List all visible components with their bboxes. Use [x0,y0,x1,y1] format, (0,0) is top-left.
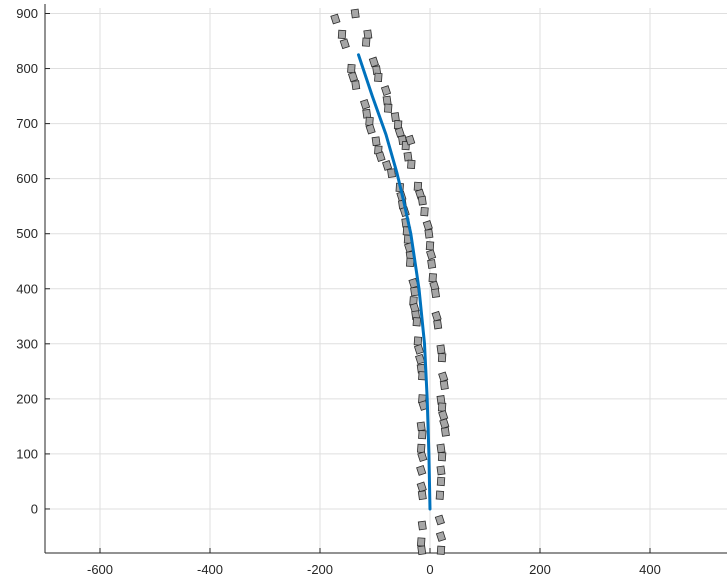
y-tick-label: 100 [16,446,38,461]
y-tick-label: 400 [16,281,38,296]
y-tick-label: 700 [16,116,38,131]
obstacle-box [384,103,393,113]
obstacle-box [405,134,416,146]
x-tick-label: -600 [87,562,113,577]
obstacle-box [417,545,427,556]
obstacle-box [417,443,426,454]
obstacle-box [347,71,359,83]
obstacle-box [417,451,428,463]
obstacle-box [351,80,361,90]
obstacle-box [416,421,426,432]
obstacle-box [436,443,446,454]
y-tick-label: 300 [16,336,38,351]
obstacle-box [360,98,371,110]
y-tick-label: 600 [16,171,38,186]
obstacle-box [439,380,449,390]
x-tick-label: 0 [426,562,433,577]
obstacle-box [437,352,447,363]
obstacle-box [436,465,446,476]
obstacle-box [363,29,373,40]
obstacle-box [417,537,426,547]
obstacle-box [416,465,427,476]
obstacle-box [436,545,446,555]
y-tick-label: 0 [31,501,38,516]
obstacle-box [431,310,442,322]
obstacle-box [368,56,379,68]
y-tick-label: 800 [16,61,38,76]
obstacle-box [420,207,429,217]
obstacle-box [371,136,381,147]
obstacle-box [424,228,434,239]
grid [45,8,727,553]
obstacle-box [439,418,450,430]
obstacle-box [350,8,360,19]
obstacle-box [437,402,447,412]
obstacle-box [426,249,437,261]
obstacle-box [416,481,427,493]
y-tick-label: 500 [16,226,38,241]
obstacle-box [347,63,356,74]
obstacle-box [418,429,427,440]
obstacle-box [425,241,435,251]
obstacle-box [415,353,426,365]
obstacle-box [434,514,445,526]
obstacle-box [413,343,425,355]
obstacle-box [375,151,386,163]
y-tick-label: 900 [16,6,38,21]
obstacle-box [413,336,423,346]
obstacle-box [406,257,415,267]
y-tick-label: 200 [16,391,38,406]
obstacle-box [427,259,437,269]
x-tick-label: -400 [197,562,223,577]
obstacle-box [417,195,427,206]
trajectory [357,53,432,511]
obstacle-box [422,220,433,231]
obstacle-box [412,317,421,327]
x-tick-label: 200 [529,562,551,577]
obstacle-box [438,371,449,383]
obstacle-box [382,95,392,106]
obstacle-box [435,490,445,500]
obstacle-box [337,29,347,40]
axes [44,4,727,554]
obstacle-box [339,38,350,50]
obstacle-box [428,273,437,283]
obstacle-box [330,13,341,25]
obstacle-box [431,288,440,299]
trajectory-line [357,53,432,511]
obstacle-box [410,286,420,297]
x-tick-label: -200 [307,562,333,577]
obstacle-box [407,159,416,170]
obstacle-box [380,85,392,96]
obstacle-box [440,426,450,437]
obstacle-box [433,319,443,330]
x-tick-label: 400 [639,562,661,577]
obstacle-box [387,168,396,179]
obstacle-box [436,476,446,487]
obstacle-box [362,37,371,47]
obstacle-box [417,490,427,501]
tick-labels: -600 -400 -200 0 200 400 0 100 200 300 400 500 600 70… [16,6,661,577]
obstacle-box [435,531,447,542]
obstacle-boxes [330,8,450,556]
obstacle-box [365,123,376,135]
obstacle-box [382,160,393,171]
obstacle-box [417,520,427,531]
obstacle-box [436,344,446,355]
obstacle-box [374,72,383,83]
obstacle-box [437,452,447,462]
